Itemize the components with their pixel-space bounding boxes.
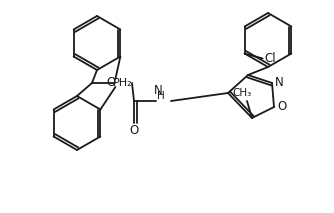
Text: O: O (129, 124, 139, 137)
Text: O: O (107, 76, 116, 89)
Text: N: N (275, 76, 283, 89)
Text: O: O (277, 101, 287, 114)
Text: N: N (154, 85, 162, 98)
Text: H: H (157, 91, 165, 101)
Text: PH₂: PH₂ (113, 78, 133, 88)
Text: Cl: Cl (265, 52, 277, 65)
Text: CH₃: CH₃ (232, 88, 252, 98)
